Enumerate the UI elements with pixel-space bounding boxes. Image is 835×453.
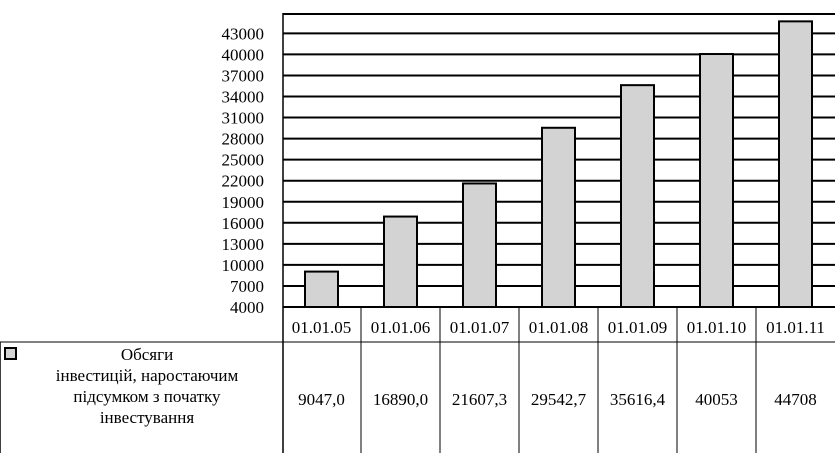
y-tick-label: 7000	[230, 277, 264, 296]
data-table: 01.01.05 9047,0 01.01.06 16890,0 01.01.07 216…	[0, 307, 835, 453]
category-label: 01.01.06	[371, 318, 431, 337]
bar	[462, 182, 497, 308]
category-label: 01.01.07	[450, 318, 510, 337]
bar	[541, 126, 576, 308]
y-tick-label: 28000	[222, 130, 265, 149]
data-value-label: 44708	[774, 390, 817, 409]
y-tick-label: 16000	[222, 214, 265, 233]
y-tick-label: 10000	[222, 256, 265, 275]
category-label: 01.01.10	[687, 318, 747, 337]
bar	[699, 53, 734, 308]
data-value-label: 35616,4	[610, 390, 666, 409]
y-tick-label: 13000	[222, 235, 265, 254]
category-label: 01.01.08	[529, 318, 589, 337]
category-label: 01.01.09	[608, 318, 668, 337]
category-label: 01.01.11	[766, 318, 825, 337]
bar	[620, 84, 655, 308]
series-name: Обсяги інвестицій, наростаючим підсумком…	[55, 345, 239, 427]
bars	[304, 20, 813, 308]
data-value-label: 29542,7	[531, 390, 587, 409]
y-tick-label: 31000	[222, 109, 265, 128]
y-tick-label: 43000	[222, 24, 265, 43]
bar	[383, 215, 418, 308]
y-tick-label: 25000	[222, 151, 265, 170]
data-value-label: 16890,0	[373, 390, 428, 409]
y-tick-label: 22000	[222, 172, 265, 191]
data-value-label: 9047,0	[298, 390, 345, 409]
y-axis-ticks: 4000 7000 10000 13000 16000 19000 22000 25000 28…	[222, 24, 265, 317]
bar	[778, 20, 813, 308]
legend-key-icon	[4, 347, 17, 360]
y-tick-label: 40000	[222, 45, 265, 64]
data-value-label: 21607,3	[452, 390, 507, 409]
y-tick-label: 19000	[222, 193, 265, 212]
y-tick-label: 4000	[230, 298, 264, 317]
y-tick-label: 37000	[222, 66, 265, 85]
bar	[304, 270, 339, 308]
data-value-label: 40053	[695, 390, 738, 409]
y-tick-label: 34000	[222, 88, 265, 107]
category-label: 01.01.05	[292, 318, 352, 337]
